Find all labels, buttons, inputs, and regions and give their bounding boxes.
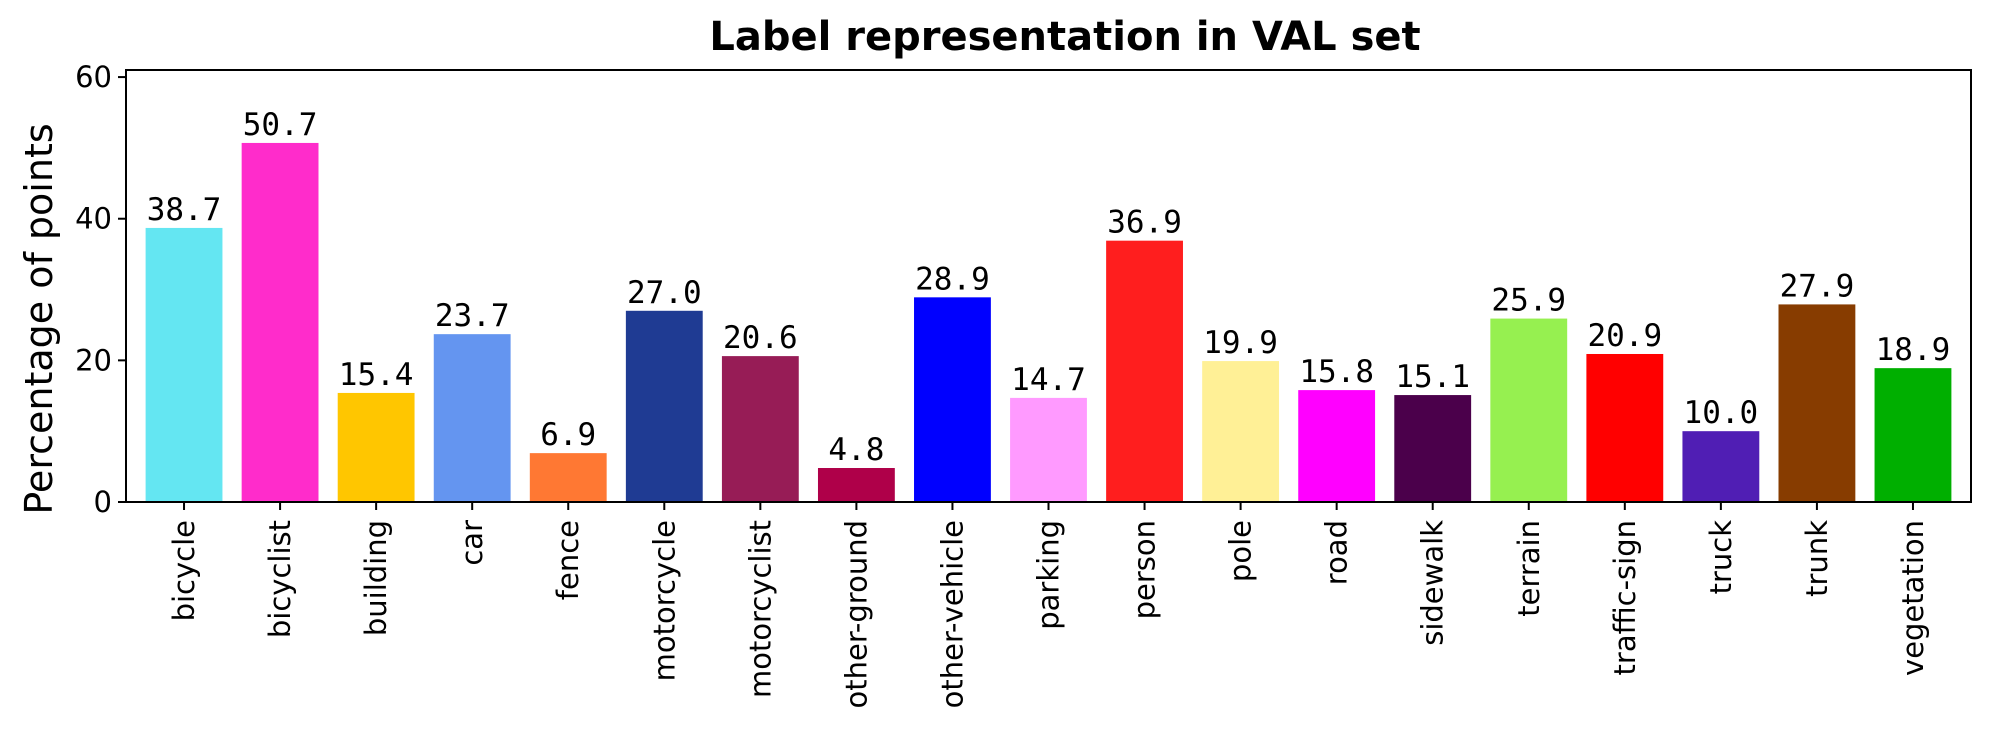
bar-truck (1682, 431, 1760, 502)
x-tick-label-traffic-sign: traffic-sign (1608, 520, 1642, 675)
value-label-sidewalk: 15.1 (1395, 359, 1470, 395)
x-tick-label-bicycle: bicycle (167, 520, 201, 621)
x-tick-label-bicyclist: bicyclist (263, 520, 297, 638)
bar-bicycle (145, 227, 223, 503)
x-tick-label-trunk: trunk (1800, 520, 1834, 597)
bars (145, 142, 1952, 503)
bar-bicyclist (241, 142, 319, 502)
value-label-person: 36.9 (1107, 205, 1182, 241)
value-label-traffic-sign: 20.9 (1587, 318, 1662, 354)
y-tick-label: 60 (75, 60, 112, 94)
value-label-trunk: 27.9 (1780, 268, 1855, 304)
bar-sidewalk (1394, 395, 1472, 502)
value-label-motorcyclist: 20.6 (723, 320, 798, 356)
y-tick-label: 20 (75, 343, 112, 377)
x-tick-label-sidewalk: sidewalk (1416, 520, 1450, 646)
x-tick-label-other-ground: other-ground (839, 520, 873, 708)
value-label-other-ground: 4.8 (828, 432, 884, 468)
bar-trunk (1778, 304, 1856, 502)
bar-building (337, 392, 415, 502)
value-label-truck: 10.0 (1684, 395, 1759, 431)
x-tick-label-truck: truck (1704, 520, 1738, 595)
value-label-motorcycle: 27.0 (627, 275, 702, 311)
bar-pole (1202, 361, 1280, 502)
x-axis-ticks: bicycle bicyclist building car fence motorcyc… (167, 502, 1930, 708)
bar-car (433, 334, 511, 502)
bar-motorcyclist (721, 356, 799, 502)
x-tick-label-other-vehicle: other-vehicle (935, 520, 969, 708)
bar-fence (529, 453, 607, 502)
y-tick-label: 0 (94, 485, 112, 519)
x-tick-label-person: person (1128, 520, 1162, 619)
x-tick-label-motorcyclist: motorcyclist (743, 520, 777, 698)
value-label-parking: 14.7 (1011, 362, 1086, 398)
x-tick-label-vegetation: vegetation (1896, 520, 1930, 676)
value-labels: 38.7 50.7 15.4 23.7 6.9 27.0 20.6 4.8 28.9 14.7 36… (147, 107, 1951, 468)
y-axis-label: Percentage of points (17, 123, 61, 514)
value-label-other-vehicle: 28.9 (915, 261, 990, 297)
x-tick-label-terrain: terrain (1512, 520, 1546, 617)
value-label-road: 15.8 (1299, 354, 1374, 390)
bar-terrain (1490, 318, 1568, 502)
x-tick-label-building: building (359, 520, 393, 636)
bar-road (1298, 390, 1376, 502)
bar-traffic-sign (1586, 353, 1664, 502)
value-label-terrain: 25.9 (1491, 283, 1566, 319)
y-tick-label: 40 (75, 202, 112, 236)
bar-vegetation (1874, 368, 1952, 502)
y-axis-ticks: 0 20 40 60 (75, 60, 126, 519)
x-tick-label-road: road (1320, 520, 1354, 585)
chart-title: Label representation in VAL set (709, 14, 1420, 60)
value-label-car: 23.7 (435, 298, 510, 334)
x-tick-label-fence: fence (551, 520, 585, 600)
value-label-vegetation: 18.9 (1876, 332, 1951, 368)
x-tick-label-pole: pole (1224, 520, 1258, 582)
x-tick-label-parking: parking (1032, 520, 1066, 630)
bar-person (1106, 240, 1183, 502)
value-label-building: 15.4 (339, 357, 414, 393)
bar-other-ground (817, 468, 895, 502)
x-tick-label-car: car (455, 520, 489, 566)
value-label-bicycle: 38.7 (147, 192, 222, 228)
x-tick-label-motorcycle: motorcycle (647, 520, 681, 681)
value-label-fence: 6.9 (540, 417, 596, 453)
bar-parking (1010, 397, 1087, 502)
bar-other-vehicle (914, 297, 991, 502)
bar-motorcycle (625, 310, 703, 502)
plot-frame (125, 69, 1972, 503)
value-label-pole: 19.9 (1203, 325, 1278, 361)
value-label-bicyclist: 50.7 (243, 107, 318, 143)
